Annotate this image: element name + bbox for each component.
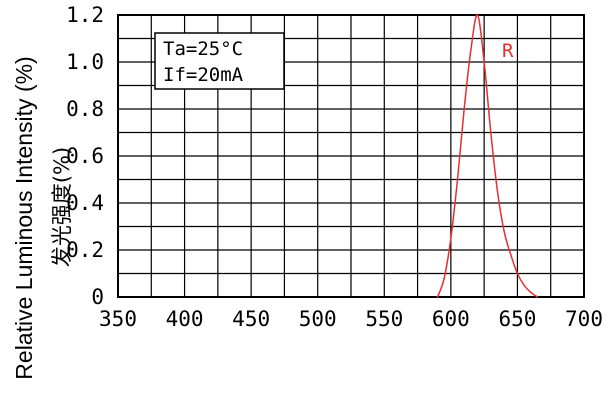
x-tick-label: 600 — [432, 307, 470, 331]
y-tick-label: 1.2 — [66, 3, 104, 27]
condition-annotation: Ta=25°C If=20mA — [154, 32, 285, 90]
data-point — [483, 61, 485, 63]
x-tick-label: 550 — [365, 307, 403, 331]
data-point — [529, 291, 532, 294]
y-axis-label-chinese: 发光强度(%) — [50, 147, 74, 267]
series-layer — [436, 14, 539, 298]
x-tick-label: 500 — [299, 307, 337, 331]
annotation-current: If=20mA — [163, 64, 244, 86]
series-line-r — [436, 14, 538, 298]
y-tick-label: 0.8 — [66, 97, 104, 121]
x-tick-label: 650 — [498, 307, 536, 331]
annotation-temperature: Ta=25°C — [163, 38, 243, 60]
x-tick-label: 400 — [166, 307, 204, 331]
y-tick-label: 0.2 — [66, 238, 104, 262]
data-point — [436, 296, 439, 298]
x-axis-ticks: 350 400 450 500 550 600 650 700 — [99, 307, 603, 331]
annotation-box — [154, 32, 285, 90]
y-tick-label: 0 — [91, 285, 104, 309]
data-point — [476, 14, 479, 16]
data-point — [450, 237, 452, 240]
data-point — [463, 108, 465, 110]
x-tick-label: 700 — [565, 307, 603, 331]
y-axis-ticks: 0 0.2 0.4 0.6 0.8 1.0 1.2 — [66, 3, 104, 309]
y-tick-label: 1.0 — [66, 50, 104, 74]
y-tick-label: 0.6 — [66, 144, 104, 168]
data-point — [490, 131, 492, 134]
data-point — [503, 230, 505, 232]
data-point — [443, 277, 446, 280]
y-axis-label: Relative Luminous Intensity (%) — [11, 56, 37, 379]
data-point — [523, 284, 525, 287]
data-point — [509, 253, 512, 256]
x-tick-label: 350 — [99, 307, 137, 331]
plot-frame — [117, 14, 585, 298]
data-point — [456, 178, 459, 181]
data-point — [470, 49, 472, 52]
y-tick-label: 0.4 — [66, 191, 104, 215]
x-tick-label: 450 — [232, 307, 270, 331]
data-point — [516, 272, 519, 275]
data-point — [496, 190, 499, 193]
series-label-r: R — [502, 40, 514, 62]
plot-border — [117, 14, 585, 298]
data-point — [536, 296, 539, 298]
